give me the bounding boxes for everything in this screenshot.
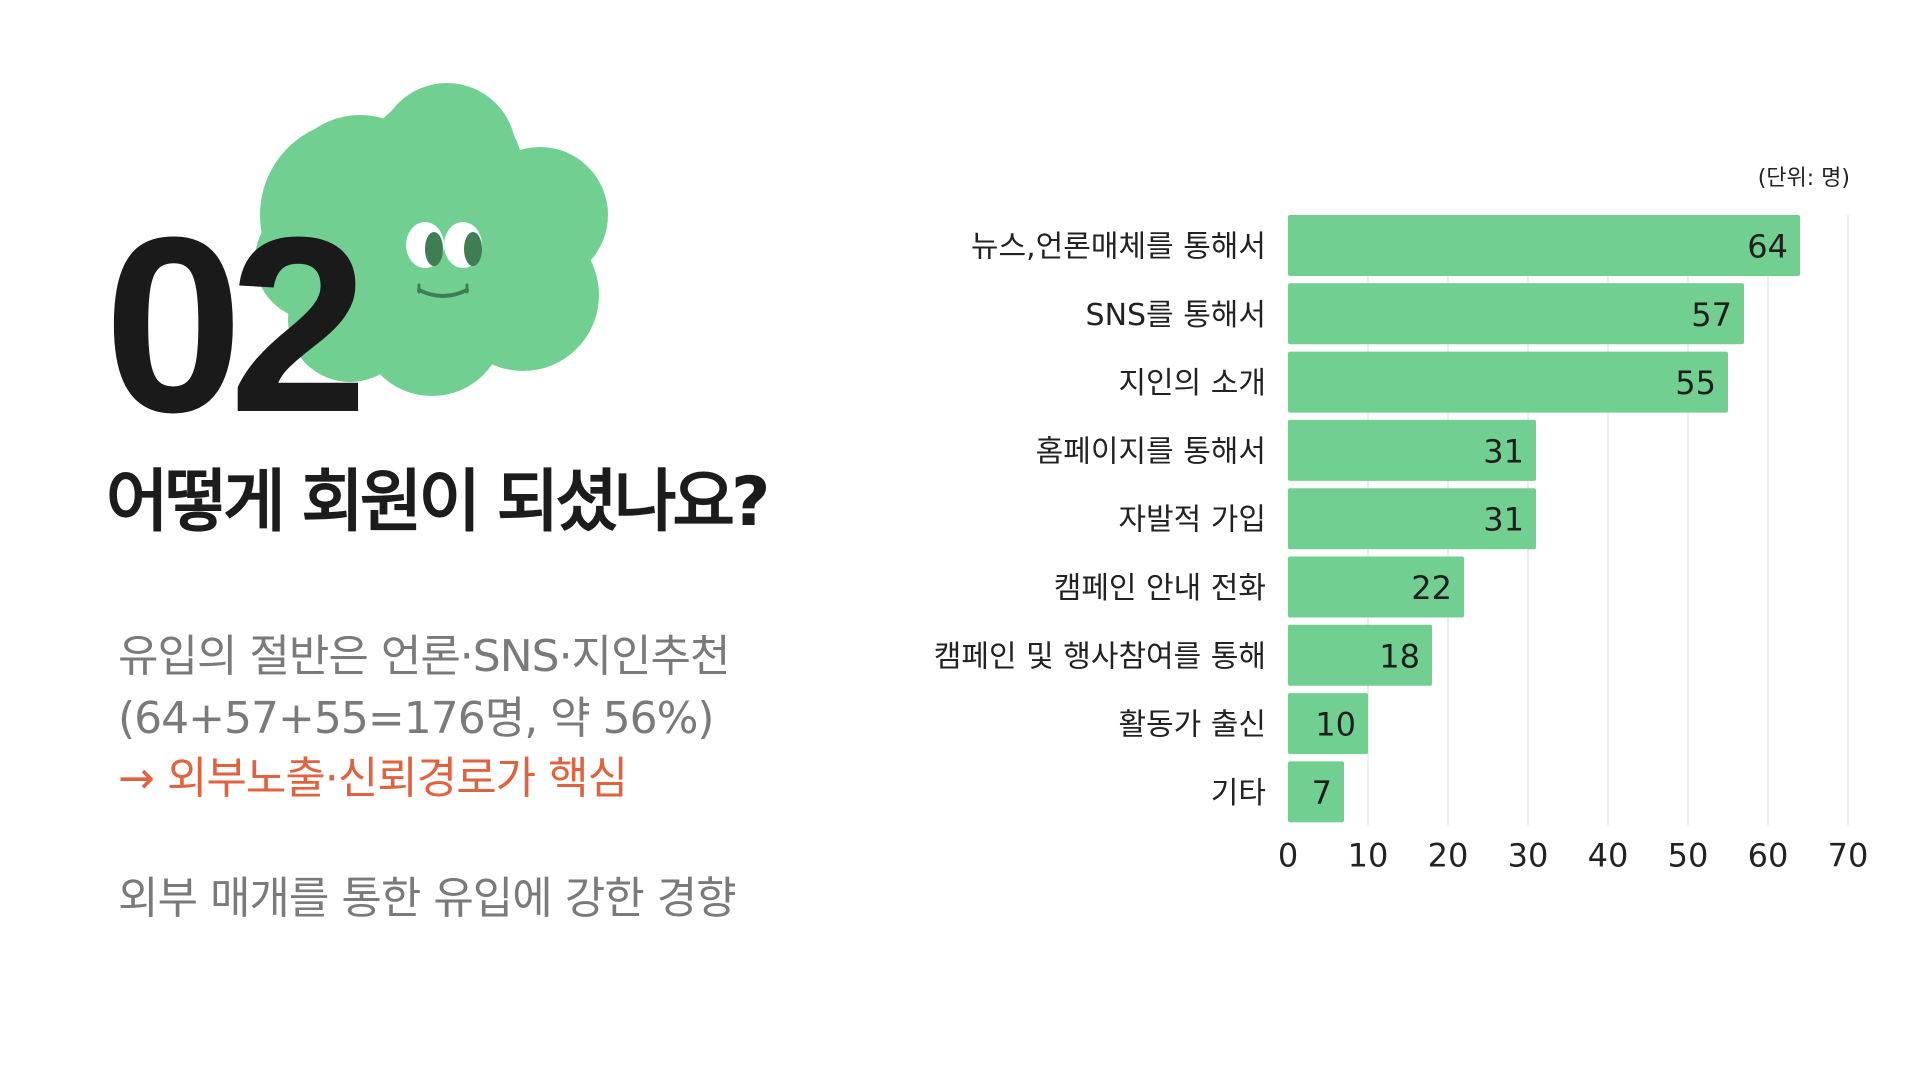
bar (1288, 488, 1536, 550)
mascot-face (406, 222, 482, 298)
chart-bars (1288, 215, 1800, 823)
summary-line-1: 유입의 절반은 언론·SNS·지인추천 (118, 631, 730, 682)
data-label: 31 (1483, 501, 1524, 539)
x-tick-label: 30 (1508, 837, 1549, 875)
cloud-mascot-icon (255, 83, 608, 396)
bar (1288, 693, 1368, 755)
category-label: SNS를 통해서 (1086, 298, 1266, 333)
x-tick-label: 70 (1828, 837, 1869, 875)
summary-highlight: → 외부노출·신뢰경로가 핵심 (118, 753, 628, 804)
data-label: 64 (1747, 228, 1788, 266)
x-tick-label: 10 (1348, 837, 1389, 875)
x-tick-label: 20 (1428, 837, 1469, 875)
data-label: 10 (1315, 706, 1356, 744)
category-label: 홈페이지를 통해서 (1036, 434, 1266, 469)
bar (1288, 556, 1464, 618)
category-label: 기타 (1211, 776, 1266, 811)
bar (1288, 215, 1800, 276)
summary-line-4: 외부 매개를 통한 유입에 강한 경향 (118, 873, 737, 924)
summary-line-2: (64+57+55=176명, 약 56%) (118, 693, 715, 744)
chart-value-labels: 64 57 55 31 31 22 18 10 7 (1312, 228, 1788, 812)
x-tick-label: 0 (1278, 837, 1298, 875)
x-tick-label: 50 (1668, 837, 1709, 875)
page-title: 어떻게 회원이 되셨나요? (106, 463, 770, 542)
data-label: 7 (1312, 774, 1332, 812)
category-label: 뉴스,언론매체를 통해서 (971, 230, 1266, 265)
cloud-shape (255, 83, 608, 396)
category-label: 캠페인 및 행사참여를 통해 (934, 639, 1266, 674)
category-label: 지인의 소개 (1118, 366, 1266, 401)
bar (1288, 283, 1744, 345)
x-tick-label: 40 (1588, 837, 1629, 875)
chart-unit-label: (단위: 명) (1758, 166, 1850, 191)
bar (1288, 761, 1344, 823)
section-number: 02 (104, 185, 368, 464)
category-label: 자발적 가입 (1118, 503, 1266, 538)
data-label: 22 (1411, 569, 1452, 607)
data-label: 55 (1675, 364, 1716, 402)
bar (1288, 624, 1432, 686)
bar (1288, 419, 1536, 481)
category-label: 캠페인 안내 전화 (1054, 571, 1266, 606)
bar (1288, 351, 1728, 413)
data-label: 31 (1483, 432, 1524, 470)
category-label: 활동가 출신 (1118, 708, 1266, 743)
x-tick-label: 60 (1748, 837, 1789, 875)
data-label: 18 (1379, 637, 1420, 675)
data-label: 57 (1691, 296, 1732, 334)
chart-tick-labels: 0 10 20 30 40 50 60 70 (1278, 837, 1869, 875)
